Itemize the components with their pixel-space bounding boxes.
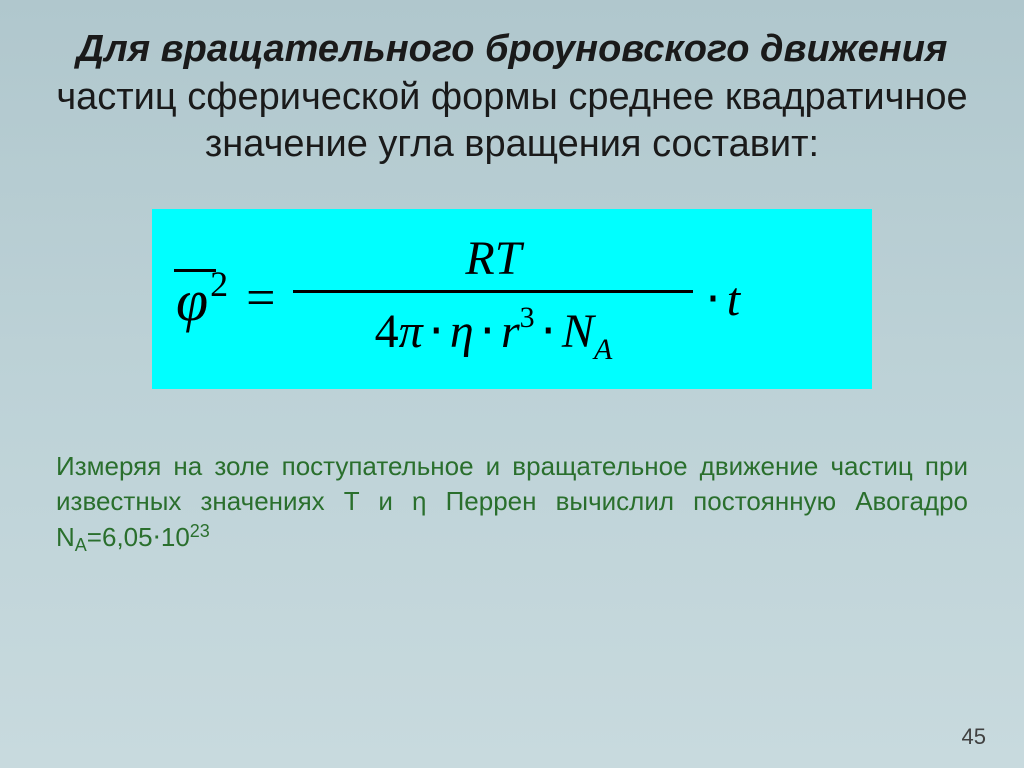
den-r-exp: 3 — [520, 301, 535, 334]
footnote-eq: =6,05 — [87, 522, 153, 552]
fraction: RT 4π⋅η⋅r3⋅NA — [293, 227, 693, 372]
formula-lhs: φ2 — [176, 263, 228, 334]
dot-icon: ⋅ — [480, 305, 495, 358]
dot-icon: ⋅ — [429, 305, 444, 358]
phi-symbol: φ — [176, 268, 208, 333]
den-four: 4 — [375, 305, 399, 358]
tail-t: t — [727, 273, 740, 326]
footnote-exp: 23 — [190, 521, 210, 541]
footnote-mdot: ⋅ — [153, 522, 161, 552]
numerator: RT — [457, 227, 529, 290]
den-pi: π — [399, 305, 423, 358]
heading-rest: частиц сферической формы среднее квадрат… — [56, 76, 967, 166]
formula-box: φ2 = RT 4π⋅η⋅r3⋅NA ⋅t — [152, 209, 872, 390]
page-number: 45 — [962, 724, 986, 750]
heading-emphasis: Для вращательного броуновского движения — [77, 28, 948, 70]
footnote-eta: η — [412, 486, 426, 516]
equals-sign: = — [246, 269, 275, 328]
denominator: 4π⋅η⋅r3⋅NA — [367, 293, 621, 372]
slide-heading: Для вращательного броуновского движения … — [40, 26, 984, 169]
den-N: N — [562, 305, 594, 358]
den-eta: η — [450, 305, 474, 358]
overbar — [174, 269, 216, 272]
den-N-sub: A — [594, 333, 612, 366]
footnote-text: Измеряя на золе поступательное и вращате… — [40, 429, 984, 557]
formula-tail: ⋅t — [699, 271, 740, 327]
dot-icon: ⋅ — [541, 305, 556, 358]
dot-icon: ⋅ — [705, 273, 720, 326]
slide: Для вращательного броуновского движения … — [0, 0, 1024, 768]
den-r: r — [501, 305, 520, 358]
footnote-ten: 10 — [161, 522, 190, 552]
footnote-subA: A — [75, 535, 87, 555]
